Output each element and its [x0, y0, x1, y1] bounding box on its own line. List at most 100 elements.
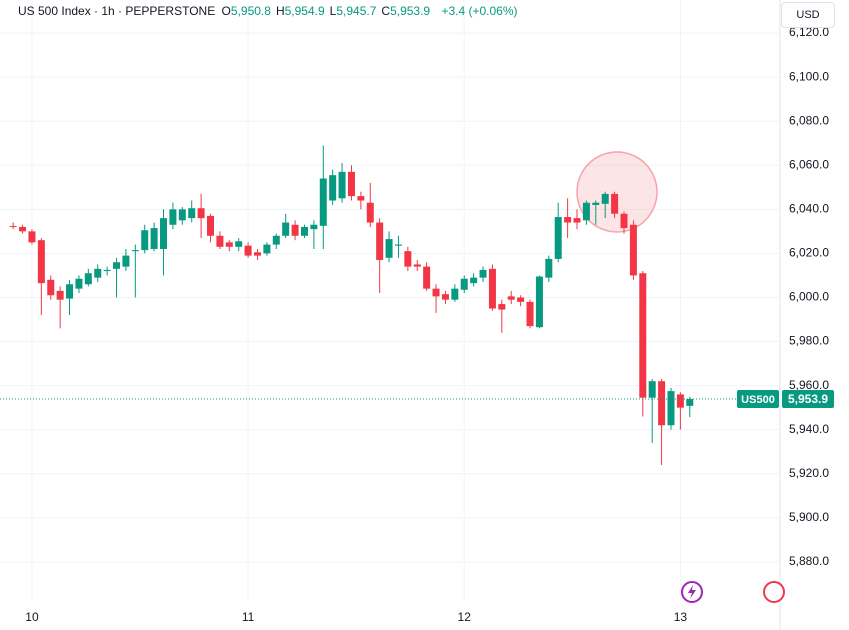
y-tick-label: 6,120.0 [789, 25, 829, 39]
ohlc-values: O5,950.8 H5,954.9 L5,945.7 C5,953.9 [222, 4, 436, 18]
candle-body [648, 381, 656, 398]
candle-body [291, 224, 299, 236]
candle-body [554, 217, 562, 259]
x-tick-label: 10 [25, 610, 39, 624]
candle-body [253, 252, 261, 256]
y-tick-label: 5,960.0 [789, 378, 829, 392]
candle-body [347, 171, 355, 197]
x-tick-label: 13 [674, 610, 688, 624]
ohlc-label: L [329, 4, 337, 18]
highlight-circle [576, 151, 658, 233]
symbol: US 500 Index · 1h · PEPPERSTONE [18, 4, 216, 18]
candle-body [620, 213, 628, 229]
ohlc-value: 5,953.9 [390, 4, 431, 18]
ohlc-value: 5,950.8 [230, 4, 271, 18]
ohlc-label: O [221, 4, 231, 18]
candle-body [197, 208, 205, 219]
candle-body [639, 273, 647, 398]
ticker-tag-bg [737, 390, 779, 409]
candle-body [131, 250, 139, 252]
candle-body [488, 268, 496, 309]
candle-body [376, 222, 384, 261]
x-tick-label: 12 [458, 610, 472, 624]
candle-body [263, 244, 271, 254]
candle-body [545, 258, 553, 278]
x-tick-label: 11 [242, 610, 255, 624]
candle-body [319, 178, 327, 226]
candle-body [658, 381, 666, 426]
candle-body [470, 277, 478, 284]
candle-body [300, 226, 308, 236]
ohlc-label: H [275, 4, 285, 18]
y-tick-label: 5,880.0 [789, 554, 829, 568]
candle-body [423, 266, 431, 289]
ohlc-label: C [381, 4, 391, 18]
candle-body [169, 209, 177, 225]
candle-body [573, 218, 581, 223]
candle-body [103, 269, 111, 272]
candle-body [66, 284, 74, 299]
candle-body [441, 294, 449, 300]
candle-body [479, 269, 487, 278]
candle-body [404, 251, 412, 267]
change: +3.4 (+0.06%) [441, 4, 518, 18]
y-tick-label: 6,040.0 [789, 201, 829, 215]
ticker-tag: US500 [741, 394, 775, 406]
candle-body [150, 228, 158, 249]
candle-body [582, 202, 590, 221]
candle-body [601, 193, 609, 204]
candle-body [235, 241, 243, 247]
candle-body [432, 288, 440, 297]
candle-body [113, 262, 121, 269]
candle-body [141, 230, 149, 251]
candle-body [225, 242, 233, 247]
y-tick-label: 6,000.0 [789, 290, 829, 304]
candle-body [19, 226, 27, 232]
candle-body [37, 240, 45, 284]
candle-body [244, 245, 252, 256]
candle-body [385, 239, 393, 258]
candle-body [272, 235, 280, 245]
candle-body [498, 304, 506, 310]
candle-body [564, 217, 572, 223]
y-tick-label: 5,980.0 [789, 334, 829, 348]
candle-body [611, 193, 619, 214]
candle-body [676, 394, 684, 408]
candle-body [9, 226, 17, 228]
candle-body [667, 391, 675, 426]
ohlc-value: 5,954.9 [284, 4, 325, 18]
candle-body [338, 171, 346, 199]
y-tick-label: 6,100.0 [789, 69, 829, 83]
candle-body [526, 301, 534, 327]
candle-body [178, 209, 186, 221]
candle-body [507, 296, 515, 300]
candle-body [592, 202, 600, 205]
y-tick-label: 5,940.0 [789, 422, 829, 436]
candle-body [56, 290, 64, 300]
candle-body [686, 399, 694, 406]
candle-body [94, 268, 102, 278]
candle-body [122, 255, 130, 267]
y-tick-label: 5,920.0 [789, 466, 829, 480]
candle-body [47, 279, 55, 296]
flag-icon[interactable] [763, 581, 785, 603]
candle-body [28, 231, 36, 243]
candle-body [451, 288, 459, 300]
price-tag: 5,953.9 [788, 392, 828, 406]
candle-body [160, 218, 168, 249]
y-tick-label: 6,080.0 [789, 113, 829, 127]
y-tick-label: 6,020.0 [789, 246, 829, 260]
candle-body [517, 297, 525, 302]
y-tick-label: 5,900.0 [789, 510, 829, 524]
candle-body [629, 224, 637, 276]
candle-body [357, 196, 365, 201]
candle-body [207, 215, 215, 236]
lightning-icon [688, 585, 696, 599]
candle-body [310, 224, 318, 230]
candle-body [75, 278, 83, 289]
candle-body [329, 175, 337, 201]
legend-header: US 500 Index · 1h · PEPPERSTONE O5,950.8… [18, 4, 521, 18]
currency-button[interactable]: USD [781, 2, 835, 28]
